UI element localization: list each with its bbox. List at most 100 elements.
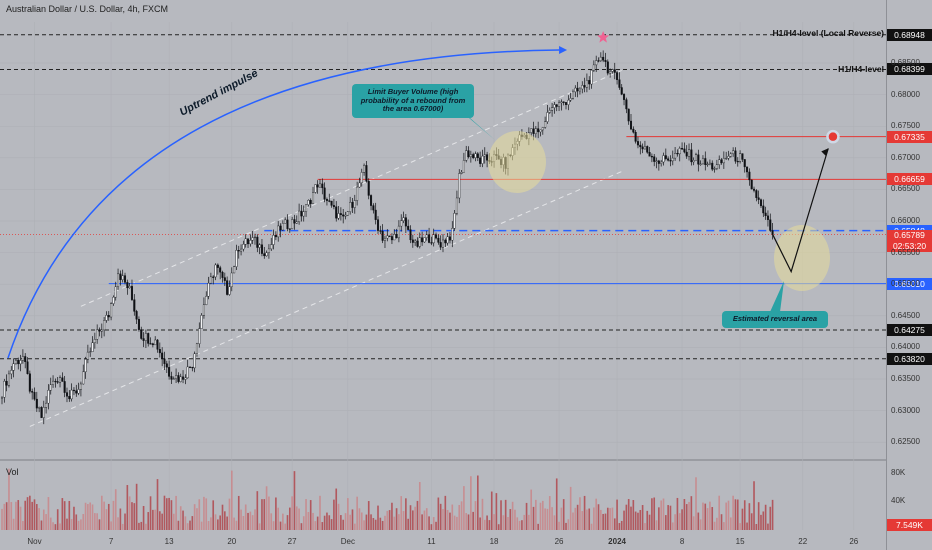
candle-body xyxy=(300,210,303,217)
candle-body xyxy=(272,235,275,245)
volume-bar xyxy=(753,481,755,530)
candle-body xyxy=(565,102,568,105)
volume-bar xyxy=(363,520,365,530)
candle-body xyxy=(753,188,756,191)
candle-body xyxy=(393,234,396,241)
candle-body xyxy=(82,371,85,385)
candle-body xyxy=(84,359,87,373)
volume-bar xyxy=(91,504,94,530)
volume-bar xyxy=(400,496,403,530)
candle-body xyxy=(291,219,294,230)
current-price-value: 0.65789 xyxy=(894,230,925,241)
candle-body xyxy=(63,381,66,393)
y-tick-label: 0.68000 xyxy=(891,89,920,99)
candle-body xyxy=(193,353,196,369)
reversal-zone xyxy=(774,225,830,291)
candle-body xyxy=(569,98,572,101)
candle-body xyxy=(685,151,688,157)
volume-bar xyxy=(523,514,526,530)
candle-body xyxy=(360,172,363,184)
volume-bar xyxy=(481,498,484,530)
volume-bar xyxy=(107,503,110,530)
candle-body xyxy=(103,320,106,331)
volume-bar xyxy=(630,506,632,530)
candle-body xyxy=(335,206,338,219)
candle-body xyxy=(683,148,686,153)
candle-body xyxy=(474,153,477,158)
volume-bar xyxy=(38,508,40,530)
volume-bar xyxy=(616,499,618,530)
price-tag: 0.63820 xyxy=(887,352,932,365)
candle-body xyxy=(158,349,161,354)
candle-body xyxy=(643,146,646,150)
volume-bar xyxy=(437,497,440,530)
volume-bar xyxy=(581,511,584,530)
candle-body xyxy=(650,156,653,158)
volume-bar xyxy=(94,513,96,530)
volume-bar xyxy=(258,523,261,530)
volume-bar xyxy=(516,517,519,530)
volume-bar xyxy=(511,501,514,530)
axis-border xyxy=(886,0,887,550)
limit-buyer-annotation[interactable]: Limit Buyer Volume (high probability of … xyxy=(352,84,474,118)
candle-body xyxy=(409,229,412,241)
candle-body xyxy=(694,154,698,161)
volume-bar xyxy=(611,507,614,530)
volume-bar xyxy=(451,504,454,530)
candle-body xyxy=(646,146,649,153)
candle-body xyxy=(692,160,695,163)
candle-body xyxy=(688,149,691,157)
volume-bar xyxy=(398,514,400,530)
candle-body xyxy=(755,190,758,198)
volume-bar xyxy=(639,509,642,530)
volume-bar xyxy=(300,523,303,530)
candle-body xyxy=(606,61,609,74)
candle-body xyxy=(551,107,554,111)
candle-body xyxy=(226,280,229,295)
volume-bar xyxy=(658,507,660,530)
candle-body xyxy=(96,329,99,340)
volume-bar xyxy=(432,517,435,530)
candle-body xyxy=(655,160,658,162)
volume-bar xyxy=(507,517,509,530)
candle-body xyxy=(539,129,542,133)
volume-bar xyxy=(372,517,375,530)
price-tag: 0.66659 xyxy=(887,173,932,186)
candle-body xyxy=(45,402,48,408)
candle-body xyxy=(411,239,414,243)
volume-bar xyxy=(518,520,521,530)
volume-bar xyxy=(133,503,136,530)
volume-bar xyxy=(579,497,581,530)
candle-body xyxy=(293,219,296,224)
candle-body xyxy=(184,377,187,380)
candle-body xyxy=(40,407,43,418)
candle-body xyxy=(168,367,171,377)
candle-body xyxy=(72,389,75,392)
candle-body xyxy=(200,315,203,329)
candle-body xyxy=(618,79,621,88)
volume-bar xyxy=(393,516,396,530)
candle-body xyxy=(77,389,80,394)
volume-bar xyxy=(212,500,215,530)
candle-body xyxy=(467,150,470,158)
volume-bar xyxy=(488,520,491,530)
reversal-pointer xyxy=(770,281,784,312)
candle-body xyxy=(0,397,4,399)
reversal-annotation[interactable]: Estimated reversal area xyxy=(722,311,828,328)
candle-body xyxy=(79,383,82,390)
candle-body xyxy=(465,150,468,161)
volume-bar xyxy=(604,513,607,530)
candle-body xyxy=(151,343,154,346)
volume-bar xyxy=(548,496,551,530)
candle-body xyxy=(175,375,178,379)
candle-body xyxy=(453,213,456,229)
candle-body xyxy=(418,237,421,247)
volume-bar xyxy=(138,522,140,530)
volume-bar xyxy=(435,521,437,530)
volume-bar xyxy=(145,523,147,530)
volume-bar xyxy=(140,521,143,530)
volume-current-tag: 7.549K xyxy=(887,519,932,531)
candle-body xyxy=(270,244,273,250)
volume-bar xyxy=(75,514,78,530)
